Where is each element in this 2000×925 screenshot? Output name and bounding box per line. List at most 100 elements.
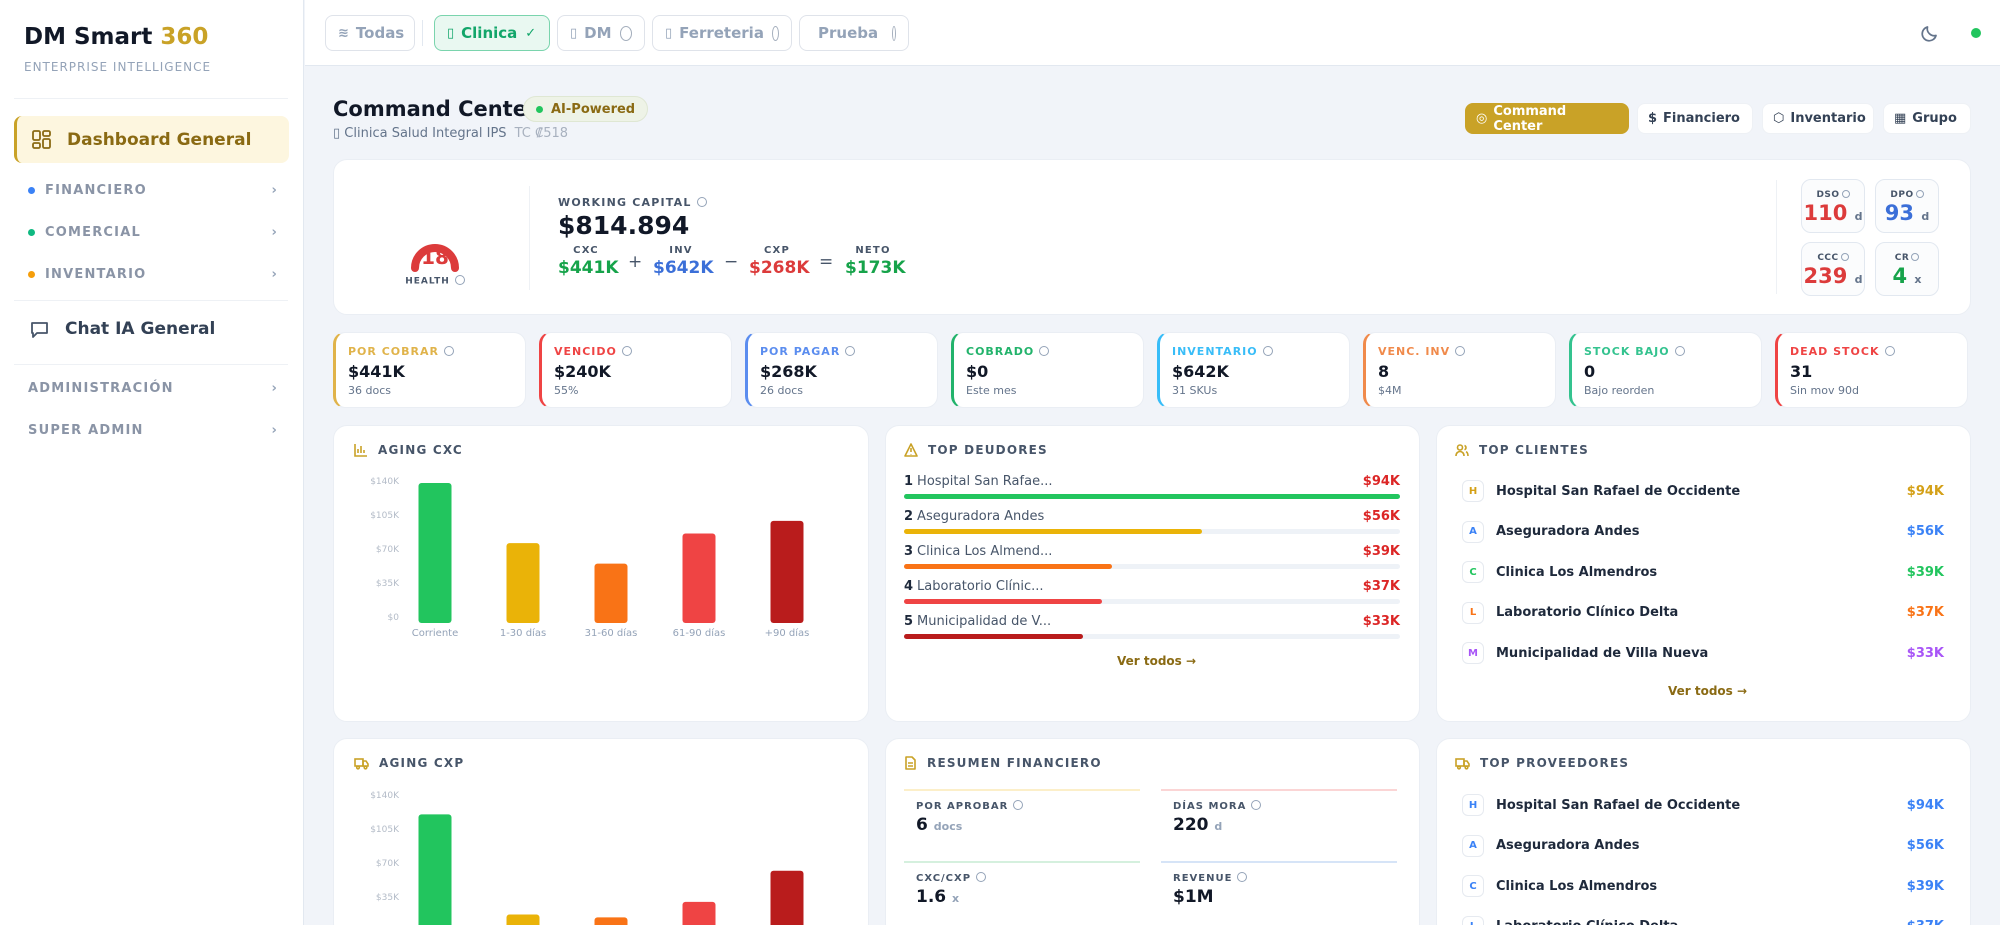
radio-icon [892, 25, 896, 41]
bar-31-60-d-as[interactable] [594, 563, 628, 623]
nav-section-financiero[interactable]: FINANCIERO › [28, 183, 278, 198]
cliente-row[interactable]: L Laboratorio Clínico Delta $37K [1462, 601, 1944, 624]
nav-dashboard-general[interactable]: Dashboard General [14, 116, 289, 163]
bar-1-30-d-as[interactable] [506, 914, 540, 925]
kpi-stock-bajo[interactable]: STOCK BAJO 0 Bajo reorden [1569, 332, 1762, 408]
dot-icon [536, 105, 543, 113]
y-tick-label: $105K [370, 825, 400, 835]
info-icon[interactable] [1262, 346, 1273, 356]
ver-todos-clientes-link[interactable]: Ver todos → [1668, 684, 1748, 698]
filter-label: DM [584, 24, 612, 42]
info-icon[interactable] [454, 275, 465, 285]
cliente-row[interactable]: M Municipalidad de Villa Nueva $33K [1462, 642, 1944, 664]
nav-section-super-admin[interactable]: SUPER ADMIN › [28, 423, 278, 438]
ratio-value: 239 d [1803, 264, 1863, 288]
filter-ferreteria[interactable]: ▯ Ferreteria [652, 15, 792, 51]
bar--90-d-as[interactable] [770, 870, 804, 925]
deudor-row[interactable]: 3 Clinica Los Almend... $39K [904, 544, 1400, 569]
dashboard-grid-icon [32, 130, 51, 149]
view-tab-grupo[interactable]: ▦ Grupo [1883, 103, 1971, 134]
avatar: M [1462, 642, 1484, 664]
nav-dashboard-label: Dashboard General [67, 129, 252, 150]
building-icon: ▯ [447, 25, 455, 41]
view-tab-command-center[interactable]: ◎ Command Center [1465, 103, 1629, 134]
kpi-por-pagar[interactable]: POR PAGAR $268K 26 docs [745, 332, 938, 408]
cliente-row[interactable]: H Hospital San Rafael de Occidente $94K [1462, 480, 1944, 502]
proveedor-row[interactable]: H Hospital San Rafael de Occidente $94K [1462, 794, 1944, 816]
view-tab-inventario[interactable]: ⬡ Inventario [1762, 103, 1874, 134]
deudor-row[interactable]: 1 Hospital San Rafae... $94K [904, 474, 1400, 499]
filter-clinica[interactable]: ▯ Clinica ✓ [434, 15, 550, 51]
nav-section-comercial[interactable]: COMERCIAL › [28, 225, 278, 240]
kpi-inventario[interactable]: INVENTARIO $642K 31 SKUs [1157, 332, 1350, 408]
kpi-cobrado[interactable]: COBRADO $0 Este mes [951, 332, 1144, 408]
kpi-value: 31 [1790, 362, 1813, 381]
info-icon[interactable] [443, 346, 454, 356]
deudor-name: 5 Municipalidad de V... [904, 614, 1052, 629]
proveedor-row[interactable]: A Aseguradora Andes $56K [1462, 834, 1944, 857]
y-tick-label: $0 [388, 613, 400, 623]
cliente-amount: $56K [1906, 524, 1944, 539]
info-icon[interactable] [1840, 252, 1849, 261]
eq-label: CXP [764, 245, 790, 256]
info-icon[interactable] [1841, 189, 1850, 198]
deudor-bar-fill [904, 599, 1103, 604]
bar--90-d-as[interactable] [770, 520, 804, 623]
nav-section-administracion[interactable]: ADMINISTRACIÓN › [28, 381, 278, 396]
avatar: A [1462, 520, 1484, 543]
info-icon[interactable] [845, 346, 856, 356]
kpi-value: $268K [760, 362, 817, 381]
info-icon[interactable] [1251, 800, 1262, 810]
working-capital-value: $814.894 [558, 211, 690, 240]
ratio-value: 4 x [1892, 264, 1922, 288]
info-icon[interactable] [1674, 346, 1685, 356]
info-icon[interactable] [1039, 346, 1050, 356]
resumen-label: POR APROBAR [916, 800, 1140, 812]
kpi-label: INVENTARIO [1172, 345, 1349, 358]
cliente-row[interactable]: C Clinica Los Almendros $39K [1462, 561, 1944, 583]
bar-1-30-d-as[interactable] [506, 543, 540, 623]
deudor-row[interactable]: 4 Laboratorio Clínic... $37K [904, 579, 1400, 604]
kpi-sub: Sin mov 90d [1790, 384, 1859, 397]
bar-61-90-d-as[interactable] [682, 533, 716, 623]
nav-chat-ia[interactable]: Chat IA General [30, 319, 215, 339]
proveedor-amount: $56K [1906, 838, 1944, 853]
info-icon[interactable] [1915, 189, 1924, 198]
deudor-row[interactable]: 5 Municipalidad de V... $33K [904, 614, 1400, 639]
info-icon[interactable] [976, 872, 987, 882]
bar-corriente[interactable] [418, 814, 452, 925]
info-icon[interactable] [1237, 872, 1248, 882]
moon-icon[interactable] [1920, 23, 1940, 43]
view-tab-financiero[interactable]: $ Financiero [1637, 103, 1753, 134]
cliente-row[interactable]: A Aseguradora Andes $56K [1462, 520, 1944, 543]
sidebar: DM Smart 360 ENTERPRISE INTELLIGENCE Das… [0, 0, 304, 925]
filter-dm[interactable]: ▯ DM [557, 15, 645, 51]
info-icon[interactable] [1884, 346, 1895, 356]
brand[interactable]: DM Smart 360 ENTERPRISE INTELLIGENCE [24, 24, 211, 74]
proveedor-row[interactable]: C Clinica Los Almendros $39K [1462, 875, 1944, 897]
kpi-venc-inv[interactable]: VENC. INV 8 $4M [1363, 332, 1556, 408]
info-icon[interactable] [1911, 252, 1920, 261]
info-icon[interactable] [696, 197, 707, 207]
deudor-row[interactable]: 2 Aseguradora Andes $56K [904, 509, 1400, 534]
ver-todos-deudores-link[interactable]: Ver todos → [1117, 654, 1197, 668]
view-tab-label: Financiero [1663, 111, 1740, 126]
nav-section-inventario[interactable]: INVENTARIO › [28, 267, 278, 282]
ratio-label: CR [1876, 252, 1938, 263]
filter-prueba[interactable]: Prueba [799, 15, 909, 51]
kpi-dead-stock[interactable]: DEAD STOCK 31 Sin mov 90d [1775, 332, 1968, 408]
kpi-por-cobrar[interactable]: POR COBRAR $441K 36 docs [333, 332, 526, 408]
info-icon[interactable] [621, 346, 632, 356]
resumen-value: 1.6 x [916, 887, 960, 907]
y-tick-label: $105K [370, 511, 400, 521]
proveedor-row[interactable]: L Laboratorio Clínico Delta $37K [1462, 915, 1944, 925]
filter-todas[interactable]: ≋ Todas [325, 15, 415, 51]
bar-31-60-d-as[interactable] [594, 917, 628, 925]
bar-corriente[interactable] [418, 482, 452, 623]
info-icon[interactable] [1455, 346, 1466, 356]
kpi-vencido[interactable]: VENCIDO $240K 55% [539, 332, 732, 408]
bar-61-90-d-as[interactable] [682, 901, 716, 925]
top-proveedores-title: TOP PROVEEDORES [1455, 756, 1629, 770]
ratio-cr: CR 4 x [1875, 242, 1939, 296]
info-icon[interactable] [1013, 800, 1024, 810]
